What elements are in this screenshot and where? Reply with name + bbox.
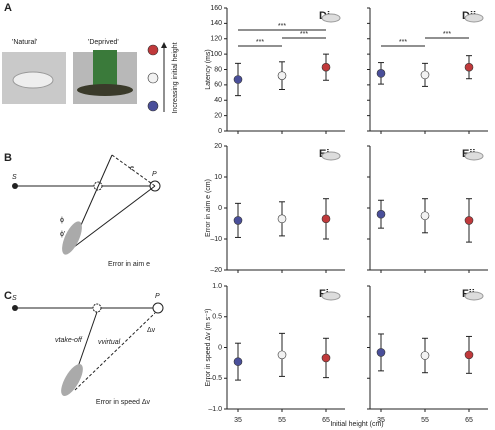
point	[12, 305, 18, 311]
y-tick-label: –1.0	[208, 406, 222, 413]
y-tick-label: –0.5	[208, 375, 222, 382]
y-tick-label: 60	[214, 82, 222, 89]
legend-dot	[147, 100, 159, 112]
y-tick-label: 0	[218, 128, 222, 135]
legend-dot	[147, 44, 159, 56]
x-tick-label: 65	[322, 417, 330, 424]
label: vvirtual	[98, 339, 121, 346]
panel-label: B	[4, 152, 12, 164]
label: S	[12, 295, 17, 302]
y-tick-label: 0.5	[212, 314, 222, 321]
y-tick-label: 0	[218, 205, 222, 212]
y-tick-label: 120	[210, 36, 222, 43]
photo-caption: 'Natural'	[12, 39, 37, 46]
sig-label: ***	[278, 23, 286, 30]
locust	[62, 221, 82, 255]
x-tick-label: 55	[278, 417, 286, 424]
y-tick-label: 40	[214, 97, 222, 104]
label: S	[12, 174, 17, 181]
point	[376, 348, 386, 357]
point	[376, 209, 386, 219]
x-tick-label: 65	[465, 417, 473, 424]
point	[321, 353, 331, 363]
point	[464, 350, 474, 360]
inset-icon	[321, 291, 341, 301]
point	[277, 214, 287, 224]
panel-label: C	[4, 290, 12, 302]
inset-icon	[464, 151, 484, 161]
label: vtake-off	[55, 337, 83, 344]
point	[376, 69, 386, 78]
point	[152, 302, 164, 314]
y-axis-label: Latency (ms)	[205, 49, 212, 89]
inset-icon	[464, 13, 484, 23]
y-tick-label: 20	[214, 143, 222, 150]
point	[12, 183, 18, 189]
label: ϕ'	[60, 231, 65, 238]
platform	[12, 71, 54, 89]
point	[277, 71, 287, 80]
point	[233, 216, 243, 225]
arrow-label: Increasing initial height	[172, 42, 179, 113]
y-tick-label: 100	[210, 51, 222, 58]
y-tick-label: –10	[210, 236, 222, 243]
x-axis-label: Initial height (cm)	[330, 421, 383, 428]
point	[92, 303, 102, 313]
line	[69, 185, 156, 251]
x-tick-label: 35	[234, 417, 242, 424]
legend-dot	[147, 72, 159, 84]
x-tick-label: 35	[377, 417, 385, 424]
y-tick-label: 140	[210, 20, 222, 27]
point	[277, 350, 287, 360]
point	[321, 62, 331, 72]
tube	[93, 50, 117, 90]
y-tick-label: 160	[210, 5, 222, 12]
panel-label: A	[4, 2, 12, 14]
label: P	[155, 293, 160, 300]
y-tick-label: 80	[214, 66, 222, 73]
y-tick-label: –20	[210, 267, 222, 274]
y-axis-label: Error in speed Δv (m s⁻¹)	[205, 309, 212, 387]
y-axis-label: Error in aim e (cm)	[205, 179, 212, 237]
photo-caption: 'Deprived'	[88, 39, 119, 46]
sig-label: ***	[300, 31, 308, 38]
label: P	[152, 171, 157, 178]
point	[321, 214, 331, 224]
sig-label: ***	[443, 31, 451, 38]
caption: Error in aim e	[108, 261, 150, 268]
y-tick-label: 0	[218, 344, 222, 351]
label: ϕ	[60, 217, 64, 224]
line	[111, 154, 156, 187]
x-tick-label: 55	[421, 417, 429, 424]
point	[420, 351, 430, 360]
point	[464, 62, 474, 72]
label: Δv	[147, 327, 156, 334]
inset-icon	[321, 13, 341, 23]
line	[74, 312, 156, 391]
locust	[61, 364, 83, 396]
point	[420, 70, 430, 80]
inset-icon	[464, 291, 484, 301]
point	[464, 216, 474, 225]
sig-label: ***	[399, 39, 407, 46]
point	[233, 75, 243, 84]
sig-label: ***	[256, 39, 264, 46]
inset-icon	[321, 151, 341, 161]
caption: Error in speed Δv	[96, 399, 151, 406]
y-tick-label: 20	[214, 112, 222, 119]
point	[420, 211, 430, 221]
y-tick-label: 10	[214, 174, 222, 181]
point	[233, 357, 243, 366]
disc	[77, 84, 133, 96]
label: e	[130, 165, 134, 172]
arrowhead	[161, 42, 167, 48]
y-tick-label: 1.0	[212, 283, 222, 290]
